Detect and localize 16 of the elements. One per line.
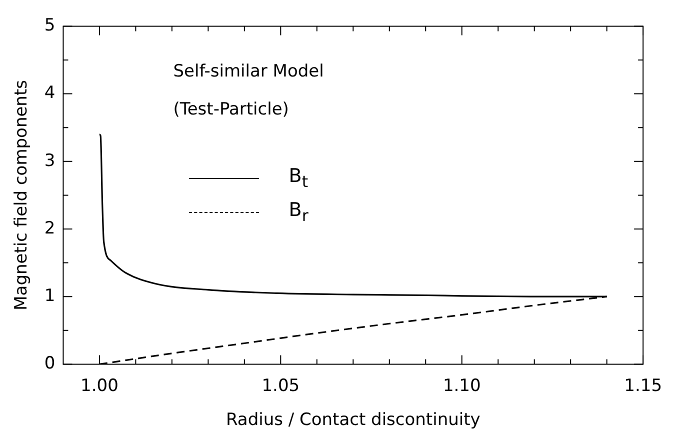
legend-label: B$_{t}$ [288, 165, 308, 192]
x-tick-label: 1.15 [624, 376, 662, 396]
x-axis-title: Radius / Contact discontinuity [226, 410, 480, 430]
x-tick-label: 1.00 [80, 376, 118, 396]
annotation: Self-similar Model [173, 62, 324, 82]
annotation: (Test-Particle) [173, 100, 289, 120]
x-tick-label: 1.10 [442, 376, 481, 396]
y-tick-label: 0 [44, 354, 56, 374]
y-tick-label: 3 [44, 150, 56, 171]
y-tick-label: 4 [44, 83, 56, 104]
y-tick-label: 2 [44, 218, 56, 238]
y-axis-title: Magnetic field components [12, 80, 32, 310]
y-tick-label: 5 [44, 16, 56, 36]
y-tick-label: 1 [44, 286, 56, 306]
x-tick-label: 1.05 [262, 376, 300, 396]
legend-label: B$_{r}$ [288, 199, 308, 226]
